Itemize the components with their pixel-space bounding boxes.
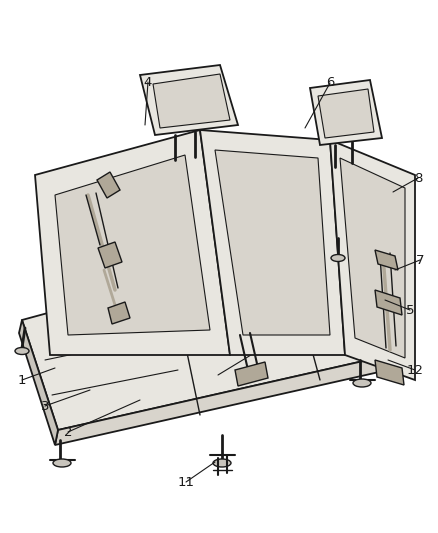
- Polygon shape: [22, 235, 390, 430]
- Polygon shape: [97, 172, 120, 198]
- Polygon shape: [375, 360, 404, 385]
- Polygon shape: [55, 155, 210, 335]
- Polygon shape: [310, 80, 382, 145]
- Polygon shape: [330, 140, 415, 380]
- Polygon shape: [340, 158, 405, 358]
- Text: 4: 4: [144, 76, 152, 88]
- Ellipse shape: [53, 459, 71, 467]
- Text: 11: 11: [177, 475, 194, 489]
- Polygon shape: [375, 250, 398, 270]
- Text: 3: 3: [41, 400, 49, 413]
- Polygon shape: [108, 302, 130, 324]
- Ellipse shape: [213, 459, 231, 467]
- Polygon shape: [215, 150, 330, 335]
- Polygon shape: [318, 89, 374, 138]
- Text: 8: 8: [414, 172, 422, 184]
- Ellipse shape: [15, 348, 29, 354]
- Polygon shape: [140, 65, 238, 135]
- Polygon shape: [98, 242, 122, 268]
- Polygon shape: [55, 355, 390, 445]
- Text: 7: 7: [416, 254, 424, 266]
- Polygon shape: [200, 130, 345, 355]
- Text: 5: 5: [406, 303, 414, 317]
- Text: 12: 12: [406, 364, 424, 376]
- Text: 6: 6: [326, 77, 334, 90]
- Polygon shape: [19, 320, 58, 445]
- Text: 1: 1: [18, 374, 26, 386]
- Polygon shape: [375, 290, 402, 315]
- Ellipse shape: [353, 379, 371, 387]
- Ellipse shape: [331, 254, 345, 262]
- Polygon shape: [153, 74, 230, 128]
- Polygon shape: [235, 362, 268, 386]
- Polygon shape: [35, 130, 230, 355]
- Text: 2: 2: [64, 425, 72, 439]
